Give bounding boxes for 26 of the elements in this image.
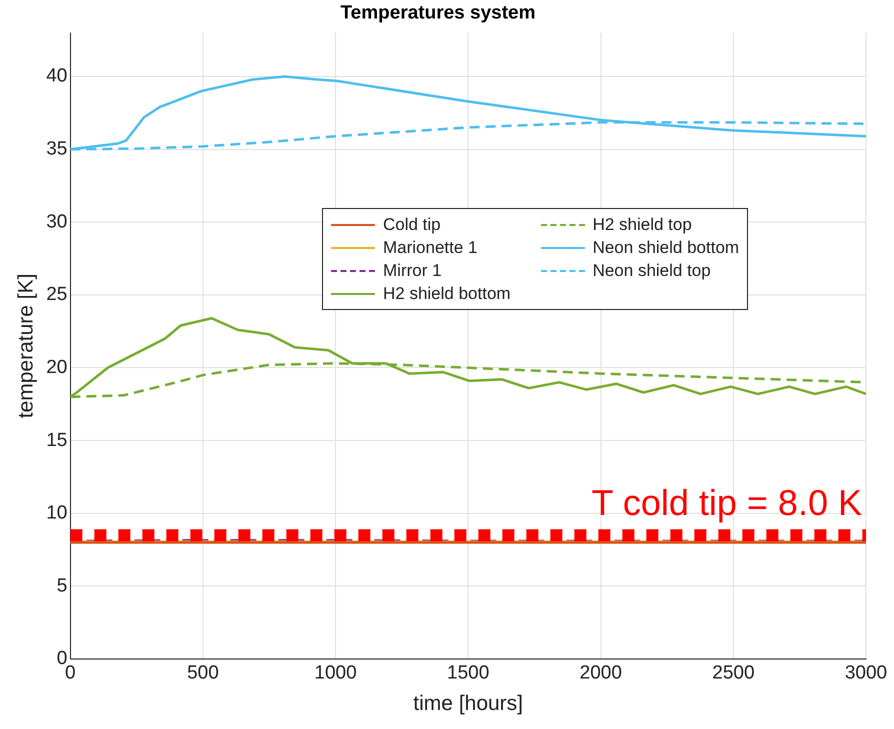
legend-label: Cold tip xyxy=(383,214,441,234)
y-tick-label: 30 xyxy=(46,211,68,232)
y-tick-label: 20 xyxy=(46,356,68,378)
annotation: T cold tip = 8.0 K xyxy=(592,482,862,524)
y-tick-label: 25 xyxy=(46,284,68,306)
legend-label: Marionette 1 xyxy=(383,238,478,258)
legend-label: Mirror 1 xyxy=(383,260,442,280)
y-tick-label: 40 xyxy=(46,66,68,87)
chart-title: Temperatures system xyxy=(340,2,536,24)
x-tick-label: 3000 xyxy=(844,662,888,684)
x-tick-label: 500 xyxy=(187,662,219,684)
y-tick-label: 5 xyxy=(56,575,68,596)
legend-label: Neon shield bottom xyxy=(592,238,740,258)
y-axis-title: temperature [K] xyxy=(14,274,38,418)
x-tick-label: 2500 xyxy=(712,662,755,684)
y-tick-label: 10 xyxy=(46,502,68,524)
legend-label: H2 shield top xyxy=(592,214,692,234)
y-tick-label: 0 xyxy=(56,648,68,670)
legend-label: H2 shield bottom xyxy=(383,284,511,304)
x-tick-label: 1500 xyxy=(447,662,490,684)
x-tick-label: 2000 xyxy=(580,662,622,684)
x-tick-label: 1000 xyxy=(314,662,357,684)
y-tick-label: 15 xyxy=(46,430,68,451)
x-axis-title: time [hours] xyxy=(413,692,524,716)
y-tick-label: 35 xyxy=(46,138,68,160)
legend-label: Neon shield top xyxy=(592,260,711,280)
